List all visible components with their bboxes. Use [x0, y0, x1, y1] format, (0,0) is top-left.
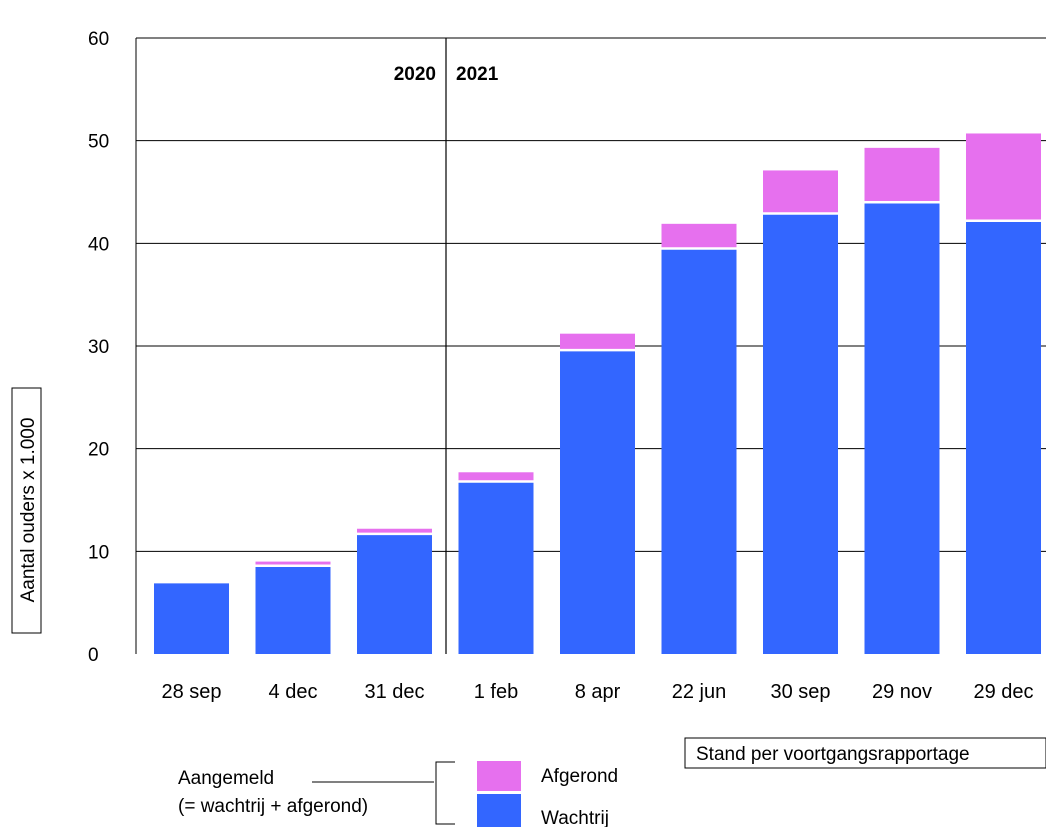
bar-afgerond-2 — [357, 528, 432, 534]
x-category-label-0: 28 sep — [161, 681, 221, 703]
bars-layer — [154, 133, 1041, 654]
bar-wachtrij-3 — [458, 481, 534, 654]
x-category-label-7: 29 nov — [872, 681, 932, 703]
x-category-label-8: 29 dec — [973, 681, 1033, 703]
bar-wachtrij-7 — [864, 202, 940, 654]
y-tick-label-50: 50 — [88, 132, 109, 153]
y-tick-label-40: 40 — [88, 234, 109, 255]
x-axis-categories: 28 sep 4 dec 31 dec 1 feb 8 apr 22 jun 30 sep 2… — [161, 681, 1033, 703]
legend-label-afgerond: Afgerond — [541, 766, 618, 787]
bar-wachtrij-2 — [357, 533, 432, 654]
year-label-2020: 2020 — [394, 64, 436, 85]
year-label-2021: 2021 — [456, 64, 499, 85]
bar-wachtrij-6 — [763, 213, 838, 654]
bar-afgerond-8 — [966, 133, 1041, 221]
bar-afgerond-6 — [763, 170, 838, 214]
y-tick-label-20: 20 — [88, 440, 109, 461]
y-tick-label-10: 10 — [88, 542, 109, 563]
note-box: Stand per voortgangsrapportage — [684, 737, 1046, 769]
bar-afgerond-1 — [255, 561, 331, 566]
x-category-label-1: 4 dec — [269, 681, 318, 703]
bar-wachtrij-5 — [661, 248, 737, 654]
bar-afgerond-3 — [458, 472, 534, 482]
x-category-label-4: 8 apr — [575, 681, 621, 703]
x-category-label-3: 1 feb — [474, 681, 518, 703]
y-tick-label-0: 0 — [88, 645, 99, 666]
bar-afgerond-4 — [560, 333, 635, 351]
x-category-label-2: 31 dec — [364, 681, 424, 703]
legend-swatch-wachtrij — [477, 794, 521, 827]
x-category-label-6: 30 sep — [770, 681, 830, 703]
bar-afgerond-5 — [661, 223, 737, 249]
x-category-label-5: 22 jun — [672, 681, 727, 703]
bar-wachtrij-0 — [154, 582, 229, 654]
bar-afgerond-7 — [864, 147, 940, 203]
legend-group-sublabel: (= wachtrij + afgerond) — [178, 796, 368, 817]
y-axis-title: Aantal ouders x 1.000 — [18, 418, 39, 603]
bar-wachtrij-4 — [560, 350, 635, 654]
y-axis-title-box: Aantal ouders x 1.000 — [11, 387, 42, 634]
note-text: Stand per voortgangsrapportage — [696, 744, 970, 765]
y-tick-label-60: 60 — [88, 29, 109, 50]
legend-swatch-afgerond — [477, 761, 521, 791]
bar-wachtrij-8 — [966, 220, 1041, 654]
legend-label-wachtrij: Wachtrij — [541, 808, 609, 827]
legend-group-label: Aangemeld — [178, 768, 274, 789]
bar-wachtrij-1 — [255, 565, 331, 654]
y-axis-ticks: 0 10 20 30 40 50 60 — [88, 29, 109, 666]
legend: Aangemeld (= wachtrij + afgerond) Afgero… — [178, 761, 618, 827]
legend-bracket — [435, 761, 455, 825]
y-tick-label-30: 30 — [88, 337, 109, 358]
